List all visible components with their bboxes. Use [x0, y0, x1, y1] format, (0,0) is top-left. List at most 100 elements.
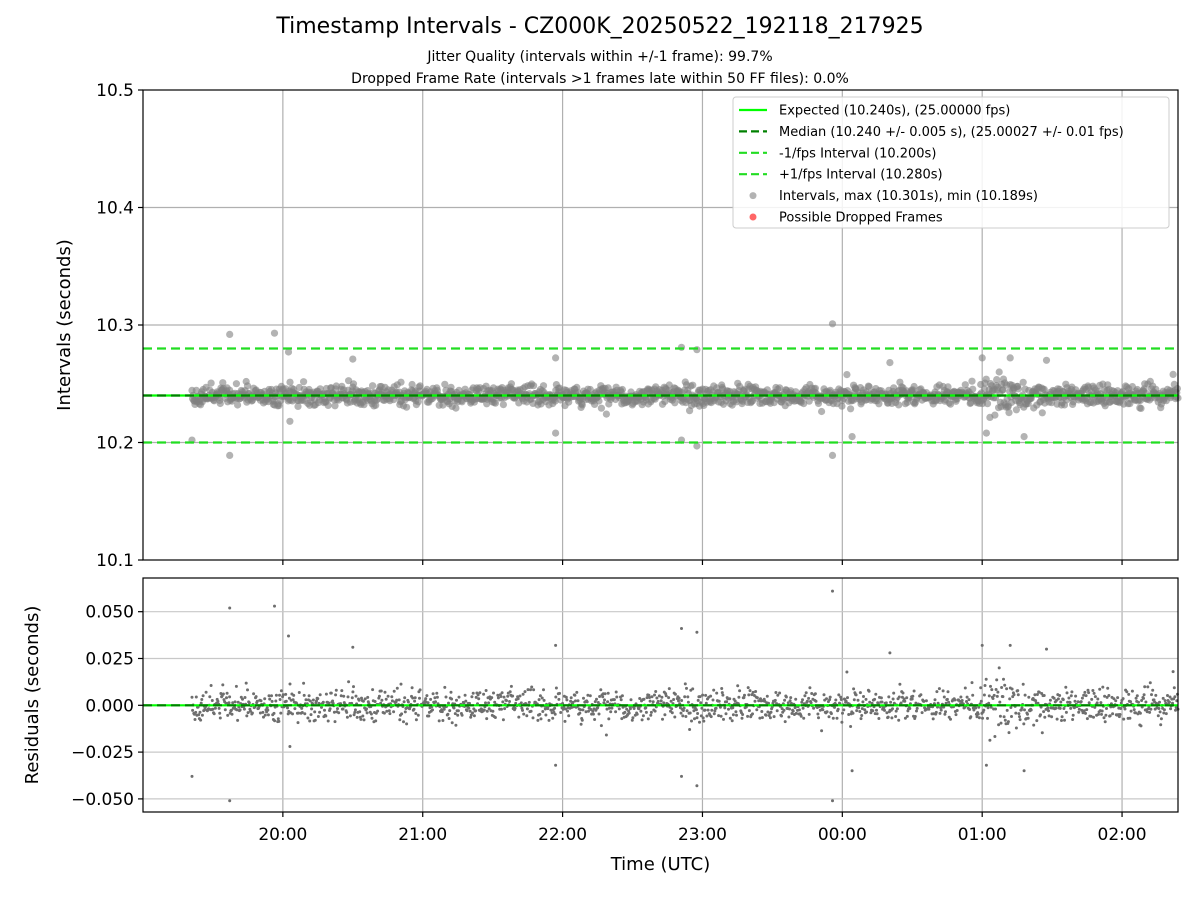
residual-point	[262, 715, 265, 719]
residual-point	[501, 700, 505, 704]
residual-point	[1122, 717, 1126, 721]
residual-point	[265, 706, 269, 710]
residual-point	[591, 712, 595, 716]
residual-point	[357, 698, 361, 702]
residual-point	[506, 694, 510, 698]
residual-point	[1059, 700, 1063, 704]
residual-point	[333, 720, 337, 724]
residual-point	[1046, 706, 1050, 710]
residual-point	[740, 716, 744, 720]
residual-point	[505, 699, 508, 703]
residual-point	[563, 719, 567, 723]
residual-point	[1111, 712, 1115, 716]
residual-point	[1103, 720, 1107, 724]
residual-point	[662, 701, 666, 705]
residual-point	[274, 699, 278, 703]
residual-point	[831, 799, 834, 803]
residual-point	[267, 694, 271, 698]
residual-point	[387, 709, 391, 713]
legend-box	[732, 96, 1170, 229]
residual-point	[493, 716, 497, 719]
residual-point	[386, 694, 390, 698]
residuals-plot-frame	[142, 577, 1179, 813]
residual-point	[511, 694, 515, 698]
residual-point	[377, 694, 381, 698]
residual-point	[226, 713, 230, 717]
interval-point	[452, 404, 460, 412]
residual-point	[460, 713, 464, 717]
residual-point	[326, 719, 330, 723]
interval-point	[416, 382, 424, 390]
residual-point	[1102, 716, 1106, 720]
residual-point	[557, 697, 561, 701]
residual-point	[730, 719, 734, 723]
residual-point	[551, 716, 555, 720]
residual-point	[1134, 696, 1138, 700]
residual-point	[376, 709, 380, 713]
residual-point	[699, 701, 703, 705]
interval-point	[968, 377, 976, 385]
interval-point	[776, 384, 784, 392]
residual-point	[1055, 717, 1059, 721]
residual-point	[1099, 701, 1103, 705]
interval-point	[671, 399, 679, 407]
residual-point	[794, 697, 798, 701]
residual-point	[1056, 697, 1060, 701]
residual-point	[897, 718, 901, 722]
residual-point	[447, 701, 450, 705]
residual-point	[374, 719, 378, 723]
residual-point	[654, 690, 658, 693]
residual-point	[1077, 707, 1081, 711]
interval-point	[602, 410, 611, 418]
residual-point	[234, 684, 238, 688]
residual-point	[737, 695, 741, 699]
residual-point	[272, 711, 276, 715]
residual-point	[1154, 693, 1158, 697]
residual-point	[392, 710, 396, 714]
residual-point	[414, 718, 418, 722]
residual-point	[1137, 700, 1140, 704]
interval-point	[828, 320, 837, 328]
residual-point	[822, 693, 826, 697]
residual-point	[390, 695, 394, 699]
residual-point	[986, 716, 989, 720]
residual-point	[1106, 686, 1110, 690]
interval-point	[983, 400, 992, 408]
residual-point	[522, 712, 526, 716]
residual-point	[941, 689, 945, 693]
residual-point	[760, 716, 764, 720]
residual-point	[767, 714, 771, 717]
residual-point	[1166, 694, 1169, 697]
residual-point	[536, 718, 540, 722]
residual-point	[579, 708, 582, 712]
residual-point	[233, 700, 237, 704]
residual-point	[1016, 689, 1020, 693]
residual-point	[620, 717, 624, 721]
residual-point	[541, 710, 545, 713]
intervals-y-tick-label: 10.5	[96, 81, 134, 101]
residual-point	[426, 701, 430, 705]
residual-point	[1037, 690, 1041, 694]
residual-point	[472, 714, 476, 718]
residual-point	[869, 711, 873, 715]
residual-point	[933, 698, 937, 702]
residual-point	[1026, 712, 1029, 716]
residual-point	[565, 698, 569, 702]
residual-point	[341, 707, 345, 711]
residual-point	[1080, 696, 1084, 700]
residual-point	[994, 707, 997, 711]
residual-point	[717, 714, 721, 718]
residual-point	[612, 698, 616, 702]
residual-point	[831, 589, 834, 593]
residual-point	[452, 706, 456, 710]
residual-point	[463, 693, 467, 697]
residual-point	[672, 698, 676, 701]
residual-point	[747, 693, 751, 697]
residuals-y-axis-ticks: 0.050 0.025 0.000 −0.025 −0.050	[71, 603, 143, 810]
residual-point	[471, 711, 474, 715]
residual-point	[701, 716, 705, 720]
residual-point	[743, 693, 746, 697]
residual-point	[437, 719, 441, 723]
residual-point	[598, 695, 602, 698]
residual-point	[485, 709, 489, 713]
